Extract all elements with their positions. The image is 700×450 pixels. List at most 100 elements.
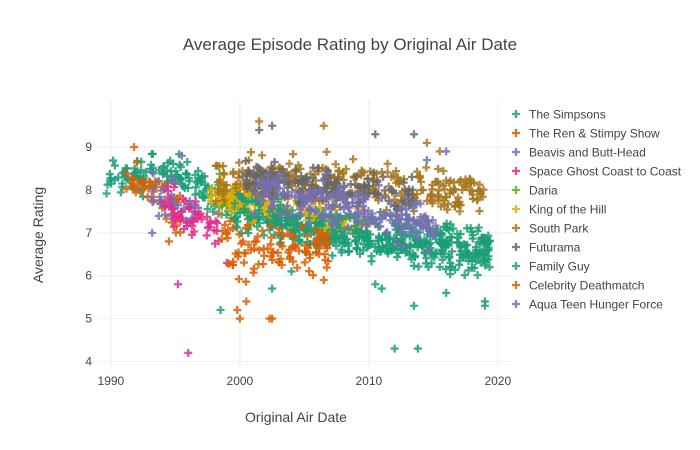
data-point[interactable] <box>423 196 432 205</box>
data-point[interactable] <box>336 212 345 221</box>
data-point[interactable] <box>102 189 111 198</box>
data-point[interactable] <box>453 229 462 238</box>
data-point[interactable] <box>202 212 211 221</box>
legend-item[interactable]: King of the Hill <box>512 203 606 217</box>
data-point[interactable] <box>321 170 330 179</box>
data-point[interactable] <box>163 182 172 191</box>
data-point[interactable] <box>441 265 450 274</box>
data-point[interactable] <box>253 194 262 203</box>
data-point[interactable] <box>444 253 453 262</box>
data-point[interactable] <box>259 244 268 253</box>
data-point[interactable] <box>229 224 238 233</box>
data-point[interactable] <box>399 243 408 252</box>
data-point[interactable] <box>314 237 323 246</box>
data-point[interactable] <box>255 218 264 227</box>
data-point[interactable] <box>266 240 275 249</box>
data-point[interactable] <box>279 175 288 184</box>
data-point[interactable] <box>409 130 418 139</box>
data-point[interactable] <box>131 188 140 197</box>
data-point[interactable] <box>483 246 492 255</box>
data-point[interactable] <box>385 234 394 243</box>
data-point[interactable] <box>360 183 369 192</box>
data-point[interactable] <box>233 306 242 314</box>
data-point[interactable] <box>374 181 383 190</box>
data-point[interactable] <box>358 201 367 210</box>
data-point[interactable] <box>177 151 186 160</box>
data-point[interactable] <box>118 179 127 188</box>
data-point[interactable] <box>376 222 385 231</box>
data-point[interactable] <box>428 216 437 225</box>
data-point[interactable] <box>432 227 441 236</box>
data-point[interactable] <box>364 206 373 215</box>
data-point[interactable] <box>275 240 284 249</box>
data-point[interactable] <box>224 259 233 268</box>
data-point[interactable] <box>470 254 479 263</box>
data-point[interactable] <box>252 237 261 246</box>
data-point[interactable] <box>255 117 264 126</box>
data-point[interactable] <box>311 225 320 234</box>
data-point[interactable] <box>250 244 259 253</box>
data-point[interactable] <box>428 185 437 194</box>
data-point[interactable] <box>299 177 308 186</box>
data-point[interactable] <box>345 203 354 212</box>
data-point[interactable] <box>327 205 336 214</box>
data-point[interactable] <box>382 244 391 253</box>
data-point[interactable] <box>237 239 246 248</box>
data-point[interactable] <box>318 221 327 230</box>
data-point[interactable] <box>297 202 306 211</box>
data-point[interactable] <box>322 147 331 156</box>
data-point[interactable] <box>331 160 340 169</box>
data-point[interactable] <box>288 226 297 235</box>
data-point[interactable] <box>335 166 344 175</box>
data-point[interactable] <box>191 197 200 206</box>
data-point[interactable] <box>285 159 294 168</box>
data-point[interactable] <box>235 314 244 323</box>
data-point[interactable] <box>284 248 293 257</box>
data-point[interactable] <box>144 177 153 186</box>
data-point[interactable] <box>287 231 296 239</box>
data-point[interactable] <box>240 207 249 216</box>
data-point[interactable] <box>430 249 439 258</box>
data-point[interactable] <box>407 172 416 181</box>
data-point[interactable] <box>480 255 489 264</box>
data-point[interactable] <box>413 344 422 353</box>
data-point[interactable] <box>225 201 234 210</box>
data-point[interactable] <box>202 231 211 240</box>
data-point[interactable] <box>185 204 194 213</box>
data-point[interactable] <box>164 159 173 168</box>
data-point[interactable] <box>182 169 191 178</box>
data-point[interactable] <box>436 239 445 248</box>
data-point[interactable] <box>207 185 216 194</box>
data-point[interactable] <box>361 232 370 241</box>
data-point[interactable] <box>137 166 146 175</box>
data-point[interactable] <box>235 208 244 217</box>
data-point[interactable] <box>265 314 274 323</box>
data-point[interactable] <box>216 179 225 188</box>
data-point[interactable] <box>250 187 259 196</box>
data-point[interactable] <box>197 215 206 224</box>
data-point[interactable] <box>258 196 267 205</box>
data-point[interactable] <box>191 183 200 192</box>
data-point[interactable] <box>293 192 302 201</box>
data-point[interactable] <box>458 186 467 195</box>
data-point[interactable] <box>361 192 370 201</box>
data-point[interactable] <box>442 176 451 185</box>
data-point[interactable] <box>235 158 244 167</box>
data-point[interactable] <box>336 224 345 233</box>
data-point[interactable] <box>353 244 362 253</box>
data-point[interactable] <box>259 260 268 269</box>
data-point[interactable] <box>175 173 184 182</box>
data-point[interactable] <box>265 192 274 201</box>
data-point[interactable] <box>455 207 464 216</box>
legend-item[interactable]: The Ren & Stimpy Show <box>512 127 660 141</box>
data-point[interactable] <box>456 256 465 265</box>
data-point[interactable] <box>206 217 215 226</box>
data-point[interactable] <box>371 130 380 139</box>
data-point[interactable] <box>287 210 296 219</box>
data-point[interactable] <box>103 180 112 189</box>
data-point[interactable] <box>217 210 226 219</box>
data-point[interactable] <box>195 211 204 220</box>
data-point[interactable] <box>335 193 344 202</box>
data-point[interactable] <box>473 271 482 280</box>
data-point[interactable] <box>371 280 380 289</box>
